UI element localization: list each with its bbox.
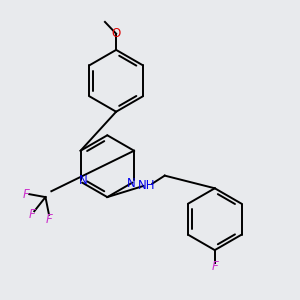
Text: F: F bbox=[46, 213, 52, 226]
Text: N: N bbox=[127, 177, 136, 190]
Text: O: O bbox=[112, 27, 121, 40]
Text: F: F bbox=[22, 188, 29, 201]
Text: F: F bbox=[212, 260, 218, 273]
Text: N: N bbox=[79, 174, 87, 187]
Text: F: F bbox=[28, 208, 35, 221]
Text: NH: NH bbox=[138, 179, 156, 192]
